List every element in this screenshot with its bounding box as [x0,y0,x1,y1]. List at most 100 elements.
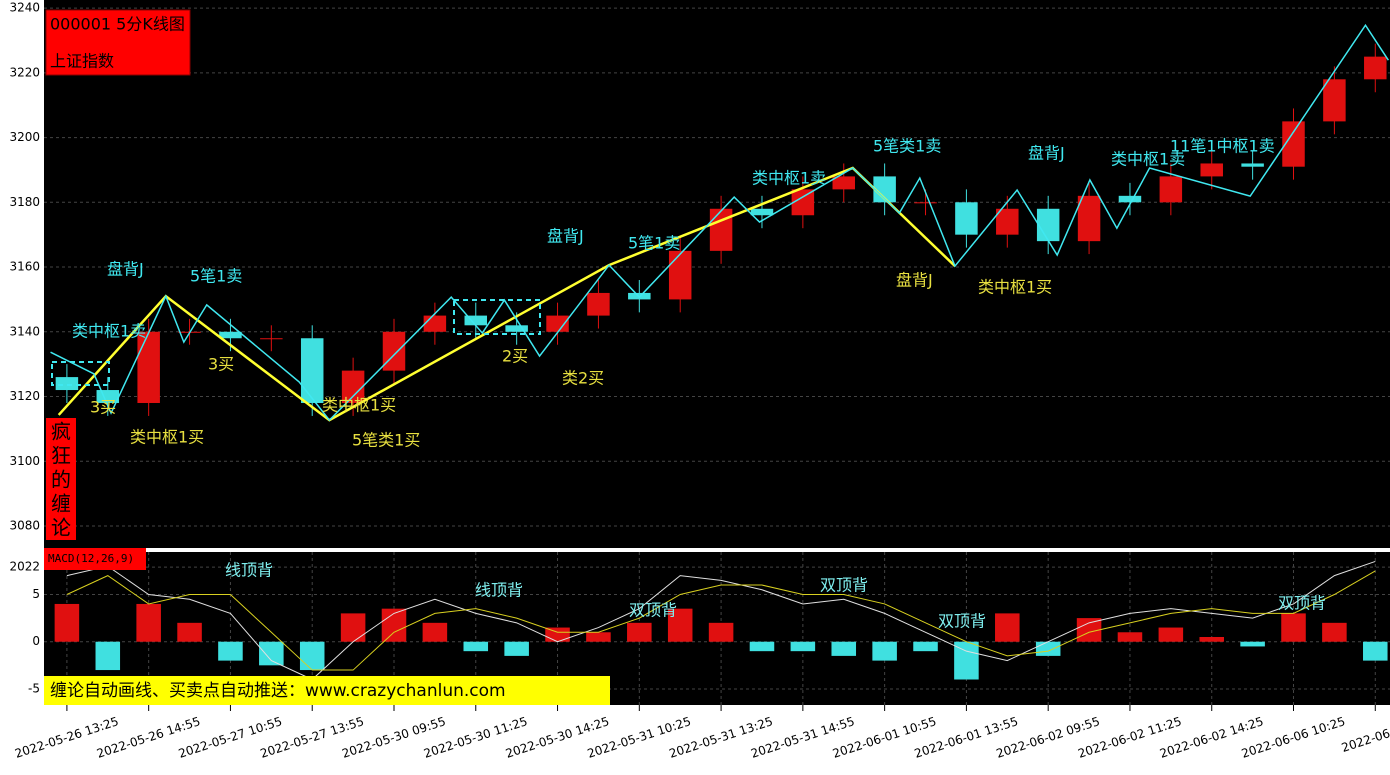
y-tick-label: 5 [32,587,40,601]
candle-body [423,315,447,332]
candle-body [1118,195,1142,203]
macd-bar [831,641,857,656]
candle-body [914,202,937,204]
macd-bar [872,641,897,661]
macd-bar [1240,641,1265,647]
annotation: 类中枢1卖 [752,169,826,188]
macd-bar [259,641,284,666]
macd-bar [790,641,816,652]
candle-body [1323,79,1346,122]
annotation: 类中枢1卖 [1111,150,1185,169]
annotation: 类中枢1卖 [72,322,146,341]
pivot-box [453,299,541,335]
dif-line [66,560,1376,681]
annotation: 盘背J [107,260,144,279]
candle-body [668,250,692,300]
candle-body [996,208,1019,235]
watermark-box [46,418,76,540]
y-tick-label: -5 [28,681,40,695]
y-tick-label: 2022 [9,560,40,574]
banner-box [44,676,610,705]
annotation: 5笔类1卖 [873,137,941,156]
annotation: 2买 [502,347,528,366]
candle-body [832,176,855,190]
y-tick-label: 3240 [9,1,40,15]
macd-bar [1117,632,1143,642]
annotation: 3买 [90,398,116,417]
candle-body [137,331,160,403]
watermark-char: 论 [51,516,71,540]
macd-bar [95,641,121,671]
macd-bar [218,641,243,661]
macd-bar [749,641,775,652]
macd-bar [995,613,1020,642]
macd-bar [177,622,202,642]
macd-bar [54,603,80,642]
annotation: 双顶背 [629,601,677,620]
macd-bar [422,622,448,642]
macd-title-box [44,548,146,570]
macd-bar [381,608,407,642]
macd-bar [1199,637,1224,642]
y-tick-label: 3200 [9,130,40,144]
macd-bar [627,622,652,642]
annotation: 类中枢1买 [978,278,1052,297]
macd-bar [504,641,529,656]
annotation: 3买 [208,355,234,374]
candle-body [1282,121,1305,167]
candle-body [219,331,242,339]
y-tick-label: 3120 [9,389,40,403]
watermark-char: 缠 [51,492,71,516]
annotation: 盘背J [547,227,584,246]
y-tick-label: 3180 [9,195,40,209]
candle-body [55,377,79,391]
macd-bar [913,641,938,652]
candle-body [709,208,733,251]
annotation: 类中枢1买 [322,396,396,415]
price-panel [44,0,1390,548]
candle-body [1159,176,1183,203]
candle-body [1036,208,1060,242]
macd-bar [1322,622,1347,642]
annotation: 盘背J [1028,144,1065,163]
candle-body [955,202,978,235]
candle-body [587,292,610,316]
macd-bar [299,641,325,671]
dea-line [66,570,1376,671]
chart-subtitle: 上证指数 [50,52,114,71]
annotation: 11笔1中枢1卖 [1170,137,1275,156]
candle-body [1364,56,1387,80]
annotation: 双顶背 [1278,594,1326,613]
candle-body [300,338,324,403]
macd-bar [1281,613,1306,642]
title-box [45,9,191,76]
macd-bar [586,632,611,642]
macd-bar [708,622,734,642]
stroke-line [50,23,1389,422]
candle-body [464,315,488,326]
watermark-char: 的 [51,468,71,492]
candle-body [1241,163,1264,167]
y-tick-label: 3160 [9,260,40,274]
candle-body [382,331,406,371]
candle-body [260,338,283,340]
macd-bar [136,603,161,642]
annotation: 5笔1卖 [628,234,680,253]
annotation: 双顶背 [938,612,986,631]
candle-body [1077,195,1101,242]
y-tick-label: 3100 [9,454,40,468]
macd-bar [954,641,979,680]
candle-body [546,315,569,332]
annotation: 类2买 [562,369,604,388]
macd-bar [340,613,366,642]
candle-body [341,370,365,403]
candle-body [505,325,528,332]
watermark-char: 狂 [51,444,71,468]
annotation: 类中枢1买 [130,428,204,447]
y-tick-label: 3220 [9,65,40,79]
y-tick-label: 3140 [9,324,40,338]
chart-title: 000001 5分K线图 [50,15,185,34]
x-tick-label: 2022-06-06 [1340,720,1390,755]
y-tick-label: 3080 [9,518,40,532]
